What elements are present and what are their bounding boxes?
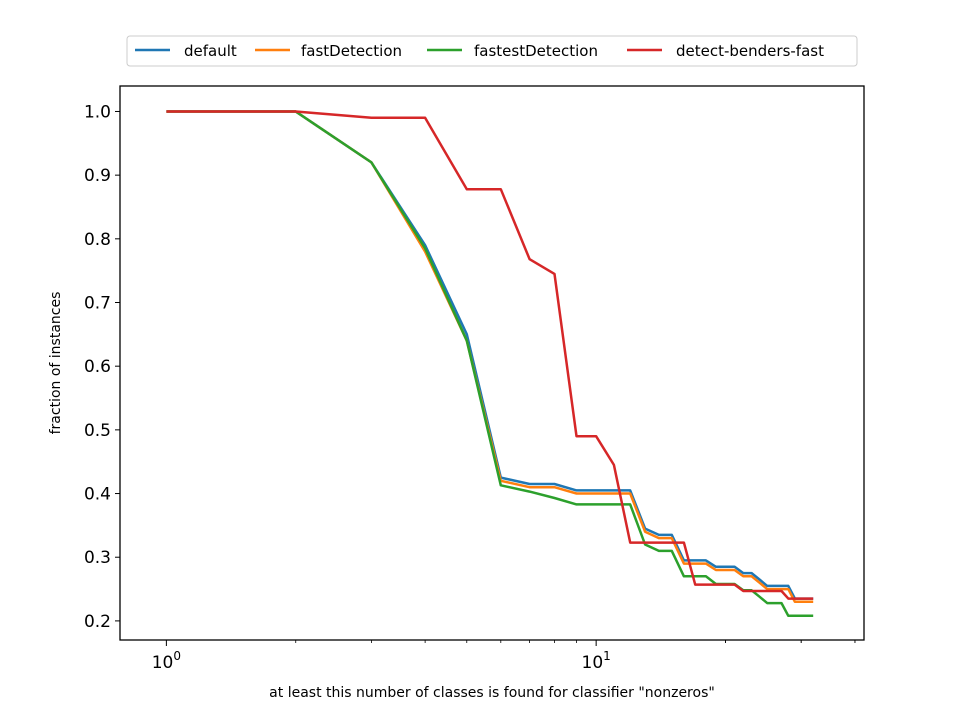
plot-frame <box>119 85 865 641</box>
y-tick-label: 0.6 <box>84 357 111 377</box>
plot-lines <box>166 110 814 618</box>
y-tick-label: 0.5 <box>84 421 111 441</box>
x-tick-label: 101 <box>582 649 611 673</box>
series-line-detect-benders-fast <box>166 110 814 600</box>
legend-label-fastestdetection: fastestDetection <box>474 42 598 60</box>
legend-label-detect-benders-fast: detect-benders-fast <box>676 42 824 60</box>
legend: default fastDetection fastestDetection d… <box>126 35 858 67</box>
y-axis-label: fraction of instances <box>48 292 64 435</box>
y-tick-label: 1.0 <box>84 102 111 122</box>
x-axis: 100 101 <box>152 640 856 673</box>
y-axis: 0.2 0.3 0.4 0.5 0.6 0.7 0.8 0.9 1.0 <box>84 102 120 632</box>
x-axis-label: at least this number of classes is found… <box>269 685 715 701</box>
y-tick-label: 0.8 <box>84 230 111 250</box>
y-tick-label: 0.2 <box>84 612 111 632</box>
y-tick-label: 0.7 <box>84 294 111 314</box>
y-tick-label: 0.4 <box>84 485 111 505</box>
y-tick-label: 0.3 <box>84 548 111 568</box>
x-tick-label: 100 <box>152 649 181 673</box>
legend-label-fastdetection: fastDetection <box>301 42 402 60</box>
legend-frame <box>126 35 858 67</box>
y-tick-label: 0.9 <box>84 166 111 186</box>
series-line-fastestdetection <box>166 110 814 618</box>
legend-label-default: default <box>184 42 237 60</box>
